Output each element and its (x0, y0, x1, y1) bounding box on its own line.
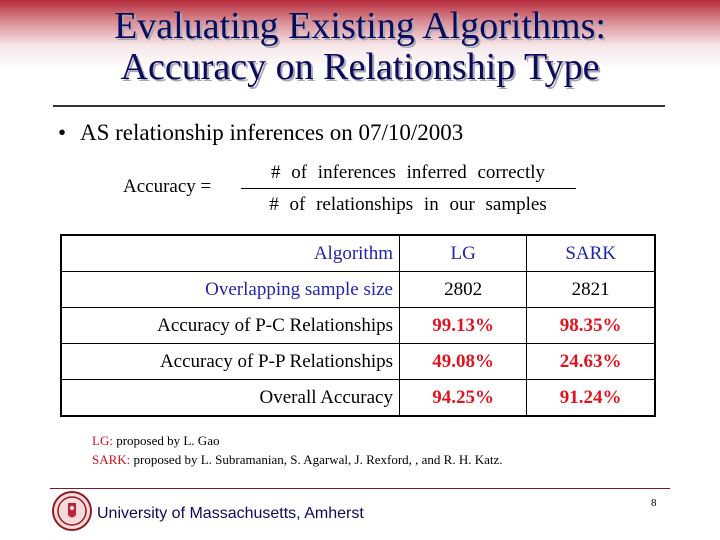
credit-sark-key: SARK: (92, 452, 131, 467)
credit-lg-key: LG: (92, 433, 113, 448)
table-row: Accuracy of P-C Relationships 99.13% 98.… (60, 307, 656, 344)
credit-sark-text: proposed by L. Subramanian, S. Agarwal, … (133, 452, 503, 467)
row-label: Accuracy of P-P Relationships (60, 343, 400, 380)
header-cell-sark: SARK (526, 234, 656, 272)
cell-lg: 99.13% (398, 307, 528, 344)
cell-sark: 2821 (526, 271, 656, 308)
cell-lg: 49.08% (398, 343, 528, 380)
title-divider (53, 105, 665, 107)
table-row: Overall Accuracy 94.25% 91.24% (60, 379, 656, 417)
bullet-item: • AS relationship inferences on 07/10/200… (58, 120, 463, 146)
fraction-bar (241, 188, 576, 189)
formula-denominator: # of relationships in our samples (269, 194, 547, 215)
footer-divider (50, 488, 670, 489)
algorithm-credits: LG: proposed by L. Gao SARK: proposed by… (92, 431, 503, 469)
slide-title-line-2: Accuracy on Relationship Type (120, 46, 600, 88)
cell-sark: 24.63% (526, 343, 656, 380)
table-row: Accuracy of P-P Relationships 49.08% 24.… (60, 343, 656, 380)
formula-numerator: # of inferences inferred correctly (270, 162, 546, 183)
page-number: 8 (651, 497, 657, 509)
header-cell-algorithm: Algorithm (60, 234, 400, 272)
formula-lhs: Accuracy = (123, 176, 212, 197)
bullet-text: AS relationship inferences on 07/10/2003 (80, 120, 464, 145)
table-row: Overlapping sample size 2802 2821 (60, 271, 656, 308)
slide-title-line-1: Evaluating Existing Algorithms: (114, 5, 606, 47)
footer-university: University of Massachusetts, Amherst (97, 505, 364, 522)
table-header-row: Algorithm LG SARK (60, 234, 656, 272)
credit-lg: LG: proposed by L. Gao (92, 431, 503, 450)
formula-fraction: # of inferences inferred correctly # of … (243, 162, 573, 215)
cell-sark: 98.35% (526, 307, 656, 344)
credit-lg-text: proposed by L. Gao (116, 433, 220, 448)
cell-lg: 2802 (398, 271, 528, 308)
slide-title: Evaluating Existing Algorithms: Accuracy… (0, 6, 720, 88)
row-label: Overlapping sample size (60, 271, 400, 308)
cell-lg: 94.25% (398, 379, 528, 417)
university-seal-icon (52, 491, 92, 531)
header-cell-lg: LG (398, 234, 528, 272)
title-background-band (0, 0, 720, 70)
credit-sark: SARK: proposed by L. Subramanian, S. Aga… (92, 450, 503, 469)
accuracy-formula: Accuracy = # of inferences inferred corr… (123, 162, 583, 222)
row-label: Overall Accuracy (60, 379, 400, 417)
row-label: Accuracy of P-C Relationships (60, 307, 400, 344)
cell-sark: 91.24% (526, 379, 656, 417)
bullet-dot-icon: • (58, 120, 67, 145)
accuracy-table: Algorithm LG SARK Overlapping sample siz… (60, 234, 656, 417)
